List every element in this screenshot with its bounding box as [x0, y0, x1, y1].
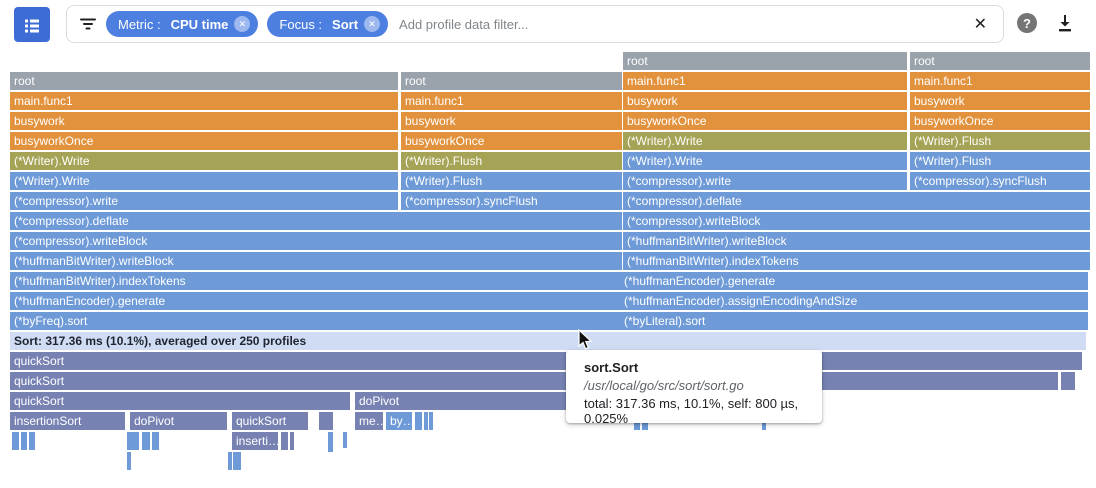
- view-list-icon: [25, 19, 39, 32]
- flame-frame[interactable]: busyworkOnce: [401, 132, 622, 150]
- flame-frame[interactable]: (*Writer).Flush: [910, 152, 1090, 170]
- flame-frame[interactable]: (*compressor).deflate: [623, 192, 1090, 210]
- filter-chip-metric[interactable]: Metric : CPU time ✕: [106, 11, 259, 37]
- flame-frame[interactable]: (*byFreq).sort: [10, 312, 622, 330]
- flame-frame[interactable]: (*Writer).Flush: [910, 132, 1090, 150]
- flame-frame[interactable]: (*huffmanBitWriter).writeBlock: [623, 232, 1090, 250]
- flame-fragment[interactable]: [1061, 372, 1075, 390]
- flame-frame[interactable]: root: [910, 52, 1090, 70]
- flame-frame[interactable]: root: [623, 52, 907, 70]
- flame-frame[interactable]: quickSort: [10, 392, 350, 410]
- chip-focus-value: Sort: [332, 16, 359, 32]
- flame-frame[interactable]: root: [10, 72, 398, 90]
- flame-frame[interactable]: (*compressor).write: [10, 192, 398, 210]
- flame-frame[interactable]: root: [401, 72, 622, 90]
- flame-frame[interactable]: (*compressor).writeBlock: [10, 232, 622, 250]
- flame-fragment[interactable]: [228, 452, 232, 470]
- profile-filter-bar: Metric : CPU time ✕ Focus : Sort ✕ ✕: [66, 5, 1004, 43]
- tooltip-stats: total: 317.36 ms, 10.1%, self: 800 µs, 0…: [584, 396, 799, 426]
- flame-fragment[interactable]: [29, 432, 35, 450]
- flame-frame[interactable]: quickSort: [232, 412, 308, 430]
- flame-frame[interactable]: busyworkOnce: [623, 112, 907, 130]
- flame-frame[interactable]: (*compressor).writeBlock: [623, 212, 1090, 230]
- flame-fragment[interactable]: [290, 432, 294, 450]
- flame-frame[interactable]: Sort: 317.36 ms (10.1%), averaged over 2…: [10, 332, 1086, 350]
- flame-fragment[interactable]: [328, 432, 333, 452]
- flame-frame[interactable]: me…: [355, 412, 383, 430]
- flame-frame[interactable]: busywork: [623, 92, 907, 110]
- flame-fragment[interactable]: [415, 412, 422, 430]
- tooltip-source-path: /usr/local/go/src/sort/sort.go: [584, 378, 744, 393]
- flame-fragment[interactable]: [127, 432, 139, 450]
- chip-metric-value: CPU time: [170, 16, 229, 32]
- mouse-cursor: [577, 328, 595, 356]
- download-icon: [1059, 15, 1071, 32]
- flame-frame[interactable]: (*Writer).Flush: [401, 152, 622, 170]
- flame-frame[interactable]: main.func1: [10, 92, 398, 110]
- flame-frame[interactable]: insertionSort: [10, 412, 125, 430]
- flame-frame[interactable]: (*byLiteral).sort: [620, 312, 1088, 330]
- flame-fragment[interactable]: [424, 412, 428, 430]
- tooltip-function-name: sort.Sort: [584, 360, 639, 375]
- flame-frame[interactable]: main.func1: [910, 72, 1090, 90]
- flame-frame[interactable]: (*compressor).write: [623, 172, 907, 190]
- flame-frame[interactable]: (*huffmanEncoder).generate: [620, 272, 1088, 290]
- flame-frame[interactable]: (*Writer).Write: [10, 152, 398, 170]
- flame-frame[interactable]: by…: [386, 412, 412, 430]
- flame-fragment[interactable]: [319, 412, 333, 430]
- flame-fragment[interactable]: [343, 432, 347, 448]
- flame-fragment[interactable]: [429, 412, 433, 430]
- flame-frame[interactable]: main.func1: [623, 72, 907, 90]
- flame-frame[interactable]: (*compressor).deflate: [10, 212, 622, 230]
- flame-fragment[interactable]: [281, 432, 288, 450]
- help-button[interactable]: ?: [1017, 13, 1037, 33]
- flame-frame[interactable]: busywork: [10, 112, 398, 130]
- flame-fragment[interactable]: [237, 452, 241, 470]
- flame-fragment[interactable]: [21, 432, 27, 450]
- view-list-button[interactable]: [14, 7, 50, 42]
- flame-frame[interactable]: busywork: [910, 92, 1090, 110]
- download-button[interactable]: [1053, 11, 1077, 35]
- filter-input[interactable]: [397, 15, 961, 33]
- clear-filters-icon[interactable]: ✕: [973, 16, 987, 33]
- chip-focus-close-icon[interactable]: ✕: [364, 16, 381, 32]
- flame-frame[interactable]: quickSort: [10, 372, 1058, 390]
- flame-fragment[interactable]: [142, 432, 150, 450]
- flame-frame[interactable]: doPivot: [130, 412, 227, 430]
- flame-frame[interactable]: inserti…: [232, 432, 278, 450]
- frame-tooltip: sort.Sort /usr/local/go/src/sort/sort.go…: [566, 350, 822, 426]
- flame-frame[interactable]: (*huffmanBitWriter).writeBlock: [10, 252, 622, 270]
- filter-list-icon[interactable]: [79, 15, 97, 33]
- chip-metric-prefix: Metric :: [118, 16, 161, 32]
- chip-metric-close-icon[interactable]: ✕: [234, 16, 251, 32]
- chip-focus-prefix: Focus :: [279, 16, 323, 32]
- flame-frame[interactable]: (*huffmanBitWriter).indexTokens: [10, 272, 622, 290]
- flame-frame[interactable]: (*compressor).syncFlush: [910, 172, 1090, 190]
- flame-frame[interactable]: (*Writer).Flush: [401, 172, 622, 190]
- flame-fragment[interactable]: [127, 452, 131, 470]
- flame-frame[interactable]: busywork: [401, 112, 622, 130]
- flame-frame[interactable]: main.func1: [401, 92, 622, 110]
- flame-frame[interactable]: (*compressor).syncFlush: [401, 192, 622, 210]
- flame-frame[interactable]: (*Writer).Write: [10, 172, 398, 190]
- flame-frame[interactable]: busyworkOnce: [910, 112, 1090, 130]
- flame-fragment[interactable]: [233, 452, 237, 470]
- flame-fragment[interactable]: [152, 432, 159, 450]
- flame-frame[interactable]: busyworkOnce: [10, 132, 398, 150]
- flame-frame[interactable]: (*Writer).Write: [623, 132, 907, 150]
- flame-frame[interactable]: (*huffmanEncoder).generate: [10, 292, 622, 310]
- flame-frame[interactable]: (*Writer).Write: [623, 152, 907, 170]
- flame-frame[interactable]: (*huffmanEncoder).assignEncodingAndSize: [620, 292, 1088, 310]
- flame-fragment[interactable]: [12, 432, 19, 450]
- filter-chip-focus[interactable]: Focus : Sort ✕: [267, 11, 389, 37]
- flame-frame[interactable]: (*huffmanBitWriter).indexTokens: [623, 252, 1090, 270]
- flame-frame[interactable]: quickSort: [10, 352, 1082, 370]
